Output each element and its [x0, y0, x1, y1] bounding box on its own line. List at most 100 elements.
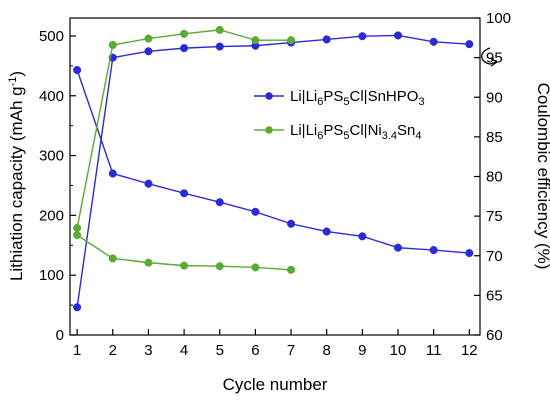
series-line-0: [76, 69, 470, 254]
x-tick-label: 11: [426, 342, 442, 359]
ce-annotation-arrow-head: [489, 57, 498, 67]
legend-subscript: 3.4: [382, 130, 397, 142]
data-point: [465, 40, 474, 49]
data-point: [358, 32, 367, 41]
data-point: [73, 303, 82, 312]
y-axis-title-left-end: ): [7, 71, 26, 77]
series-line-1: [76, 34, 470, 308]
y-right-tick-label: 60: [486, 327, 503, 344]
data-point: [144, 258, 153, 267]
x-tick-label: 3: [144, 342, 152, 359]
data-point: [108, 40, 117, 49]
x-tick-label: 8: [323, 342, 331, 359]
data-point: [144, 34, 153, 43]
data-point: [180, 189, 189, 198]
y-axis-title-left-main: Lithiation capacity (mAh g: [7, 86, 26, 281]
plot-frame: [69, 17, 481, 336]
y-axis-title-left: Lithiation capacity (mAh g-1): [7, 71, 26, 281]
x-tick-label: 6: [251, 342, 259, 359]
data-point: [215, 42, 224, 51]
y-axis-title-right: Coulombic efficiency (%): [534, 83, 550, 270]
data-point: [73, 65, 82, 75]
y-left-tick-label: 200: [39, 207, 64, 224]
y-right-tick-label: 95: [486, 50, 503, 67]
data-point: [429, 246, 438, 255]
y-right-tick-label: 85: [486, 129, 503, 146]
legend-subscript: 6: [317, 96, 323, 108]
series-layer: [73, 25, 474, 312]
data-point: [286, 36, 296, 45]
y-left-tick-label: 300: [39, 148, 64, 165]
y-right-tick-label: 70: [486, 248, 503, 265]
y-right-tick-label: 65: [486, 287, 503, 304]
y-axis-left: 0 100 200 300 400 500: [39, 28, 76, 344]
data-point: [358, 232, 367, 241]
y-left-tick-label: 100: [39, 267, 64, 284]
data-point: [251, 36, 260, 45]
x-tick-label: 1: [73, 342, 81, 359]
data-point: [322, 35, 331, 44]
legend-text-part: Cl|Ni: [350, 122, 382, 139]
data-point: [73, 223, 82, 233]
legend-text-part: Cl|SnHPO: [350, 88, 419, 105]
legend-subscript: 4: [415, 130, 421, 142]
data-point: [108, 254, 117, 263]
series-line-3: [76, 29, 292, 229]
x-tick-label: 7: [287, 342, 295, 359]
x-tick-label: 2: [109, 342, 117, 359]
data-point: [393, 31, 403, 40]
data-point: [286, 219, 296, 228]
legend-label: Li|Li6PS5Cl|Ni3.4Sn4: [290, 122, 422, 142]
data-point: [73, 231, 82, 240]
data-point: [215, 25, 224, 34]
ce-annotation-arrow: [481, 47, 498, 65]
annotation-layer: [481, 47, 498, 67]
x-axis-title: Cycle number: [223, 375, 328, 394]
legend-text-part: Li|Li: [290, 88, 317, 105]
legend-subscript: 3: [418, 96, 424, 108]
data-point: [322, 227, 331, 236]
x-tick-label: 10: [390, 342, 407, 359]
data-point: [429, 37, 438, 46]
data-point: [215, 262, 224, 271]
x-tick-label: 9: [358, 342, 366, 359]
data-point: [286, 265, 296, 274]
data-point: [251, 207, 260, 216]
y-left-tick-label: 0: [56, 327, 64, 344]
legend-subscript: 5: [343, 96, 349, 108]
y-left-tick-label: 500: [39, 28, 64, 45]
legend-marker: [265, 126, 273, 134]
y-axis-right: 60 65 70 75 80 85 90 95 100: [474, 10, 511, 344]
data-point: [180, 261, 189, 270]
legend-marker: [265, 92, 273, 100]
legend-text-part: PS: [323, 88, 343, 105]
x-tick-label: 5: [216, 342, 224, 359]
data-point: [108, 169, 117, 178]
x-tick-label: 4: [180, 342, 188, 359]
legend-label: Li|Li6PS5Cl|SnHPO3: [290, 88, 425, 108]
data-point: [180, 44, 189, 53]
y-right-tick-label: 80: [486, 169, 503, 186]
data-point: [251, 263, 260, 272]
data-point: [215, 198, 224, 207]
legend-subscript: 6: [317, 130, 323, 142]
plot-area: [69, 17, 481, 336]
y-left-tick-label: 400: [39, 88, 64, 105]
y-right-tick-label: 100: [486, 10, 511, 27]
legend-text-part: Li|Li: [290, 122, 317, 139]
legend-subscript: 5: [343, 130, 349, 142]
data-point: [180, 29, 189, 38]
data-point: [144, 179, 153, 188]
legend-text-part: PS: [323, 122, 343, 139]
data-point: [393, 243, 403, 252]
y-right-tick-label: 90: [486, 89, 503, 106]
y-axis-title-left-sup: -1: [7, 77, 19, 87]
legend-text-part: Sn: [397, 122, 415, 139]
y-right-tick-label: 75: [486, 208, 503, 225]
x-axis: 1 2 3 4 5 6 7 8 9 10 11 12: [73, 329, 478, 359]
data-point: [144, 47, 153, 56]
data-point: [465, 249, 474, 258]
x-tick-label: 12: [461, 342, 478, 359]
